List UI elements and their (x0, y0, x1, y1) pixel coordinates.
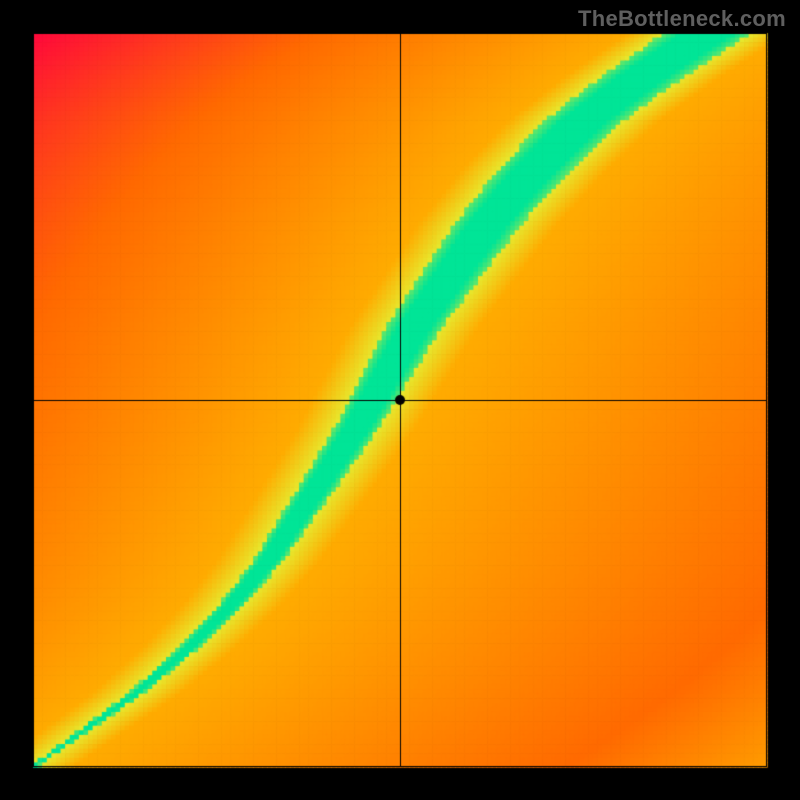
watermark-text: TheBottleneck.com (578, 6, 786, 32)
heatmap-canvas (0, 0, 800, 800)
chart-container: TheBottleneck.com (0, 0, 800, 800)
